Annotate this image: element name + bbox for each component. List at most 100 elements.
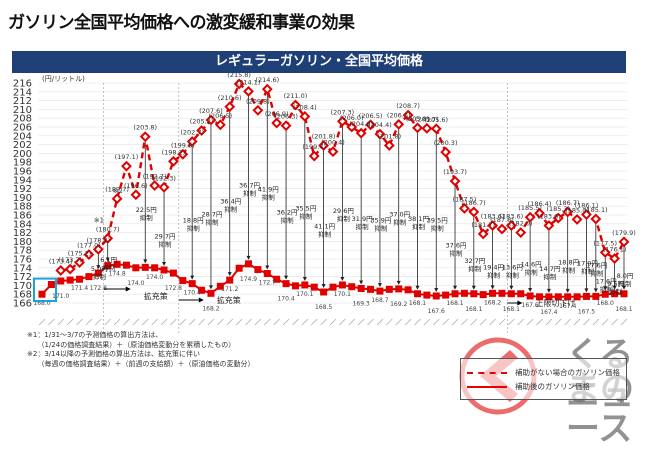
x-tick-label xyxy=(376,318,384,326)
data-point-with-subsidy xyxy=(526,292,534,300)
data-label-no-subsidy: (204.6) xyxy=(349,120,373,128)
y-tick-label: 174 xyxy=(13,263,32,274)
data-label-with-subsidy: 174.0 xyxy=(127,280,144,287)
x-tick-label xyxy=(273,318,280,326)
y-tick-label: 212 xyxy=(13,96,32,107)
data-point-no-subsidy xyxy=(214,119,226,131)
suppression-label: 抑制 xyxy=(337,214,351,223)
data-point-with-subsidy xyxy=(47,281,55,289)
data-label-with-subsidy: 168.2 xyxy=(484,299,501,306)
data-point-no-subsidy xyxy=(196,125,207,136)
data-label-no-subsidy: (205.8) xyxy=(406,115,430,123)
suppression-label: 抑制 xyxy=(318,230,332,239)
x-tick-label xyxy=(66,318,74,326)
suppression-amount-label: 6.1円 xyxy=(100,256,117,264)
x-tick-label xyxy=(555,318,562,326)
y-tick-label: 198 xyxy=(13,158,32,169)
data-label-no-subsidy: (180.7) xyxy=(96,225,120,233)
data-point-with-subsidy xyxy=(160,266,168,274)
x-tick-label xyxy=(76,318,83,326)
data-point-no-subsidy xyxy=(515,227,527,239)
suppression-label: 抑制 xyxy=(525,268,539,277)
data-label-no-subsidy: (183.6) xyxy=(537,213,561,221)
page-title: ガソリン全国平均価格への激変緩和事業の効果 xyxy=(8,13,355,33)
data-label-no-subsidy: (193.7) xyxy=(443,168,467,176)
data-point-no-subsidy xyxy=(430,123,442,135)
data-point-with-subsidy xyxy=(104,262,112,270)
data-label-no-subsidy: (202.7) xyxy=(180,129,204,137)
data-point-with-subsidy xyxy=(66,276,74,284)
data-point-no-subsidy xyxy=(552,212,564,224)
data-label-no-subsidy: (182.0) xyxy=(509,220,533,228)
arrow-head-icon xyxy=(603,286,608,291)
y-tick-label: 202 xyxy=(13,140,32,151)
data-label-no-subsidy: (199.4) xyxy=(302,143,326,151)
y-tick-label: 208 xyxy=(13,114,32,125)
suppression-amount-label: 29.6円 xyxy=(333,207,354,215)
data-point-with-subsidy xyxy=(611,290,619,298)
x-tick-label xyxy=(320,318,327,326)
data-point-with-subsidy xyxy=(432,292,440,300)
y-tick-label: 216 xyxy=(13,79,32,90)
suppression-label: 抑制 xyxy=(543,272,557,281)
suppression-label: 抑制 xyxy=(590,269,604,278)
data-point-no-subsidy xyxy=(299,111,311,122)
data-label-no-subsidy: (214.1) xyxy=(237,78,261,86)
x-tick-label xyxy=(611,318,618,326)
x-tick-label xyxy=(601,318,609,326)
y-tick-label: 196 xyxy=(13,167,32,178)
x-tick-label xyxy=(226,318,234,326)
data-label-no-subsidy: (206.3) xyxy=(274,113,298,121)
data-point-no-subsidy xyxy=(365,119,376,131)
chart-legend: 補助がない場合のガソリン価格 補助後のガソリン価格 xyxy=(460,358,627,400)
data-label-no-subsidy: (190.6) xyxy=(124,182,148,190)
data-point-no-subsidy xyxy=(205,114,217,126)
data-point-no-subsidy xyxy=(487,220,498,231)
suppression-amount-label: 35.5円 xyxy=(295,205,316,213)
data-point-no-subsidy xyxy=(393,118,405,130)
data-point-no-subsidy xyxy=(243,85,254,97)
data-point-with-subsidy xyxy=(573,293,581,301)
y-tick-label: 194 xyxy=(13,175,32,186)
x-tick-label xyxy=(48,318,55,326)
data-point-with-subsidy xyxy=(320,288,328,296)
x-tick-label xyxy=(461,318,468,326)
data-label-no-subsidy: (177.0) xyxy=(77,242,101,250)
arrow-head-icon xyxy=(434,287,439,292)
x-tick-label xyxy=(451,318,459,326)
y-tick-label: 168 xyxy=(13,290,32,301)
x-tick-label xyxy=(264,318,271,326)
arrow-head-icon xyxy=(198,297,204,303)
data-point-with-subsidy xyxy=(348,283,356,291)
suppression-label: 抑制 xyxy=(205,218,219,227)
data-label-no-subsidy: (205.6) xyxy=(424,116,448,124)
x-tick-label xyxy=(348,318,356,326)
arrow-head-icon xyxy=(517,300,523,306)
arrow-head-icon xyxy=(190,275,195,280)
x-tick-label xyxy=(592,318,600,326)
data-point-no-subsidy xyxy=(543,220,555,231)
data-point-no-subsidy xyxy=(336,115,348,127)
x-tick-label xyxy=(38,318,46,326)
suppression-label: 抑制 xyxy=(468,264,482,273)
data-point-with-subsidy xyxy=(545,293,553,301)
y-tick-label: 182 xyxy=(13,228,32,239)
data-label-with-subsidy: 168.0 xyxy=(33,300,50,307)
data-point-no-subsidy xyxy=(524,211,536,223)
suppression-amount-label: 22.5円 xyxy=(136,206,157,214)
suppression-label: 抑制 xyxy=(187,224,201,233)
x-tick-label xyxy=(254,318,262,326)
data-point-no-subsidy xyxy=(280,120,292,132)
data-label-no-subsidy: (200.4) xyxy=(321,139,345,147)
x-tick-label xyxy=(301,318,309,326)
data-point-with-subsidy xyxy=(470,290,478,298)
data-label-no-subsidy: (183.6) xyxy=(500,213,524,221)
data-point-no-subsidy xyxy=(64,263,76,275)
data-label-no-subsidy: (201.8) xyxy=(312,132,336,140)
data-label-no-subsidy: (205.7) xyxy=(415,115,439,123)
note-marker-2: ※2 xyxy=(112,187,122,195)
data-label-no-subsidy: (206.9) xyxy=(265,110,289,118)
x-tick-label xyxy=(432,318,440,326)
legend-label: 補助がない場合のガソリン価格 xyxy=(515,368,620,377)
data-label-no-subsidy: (200.3) xyxy=(434,139,458,147)
